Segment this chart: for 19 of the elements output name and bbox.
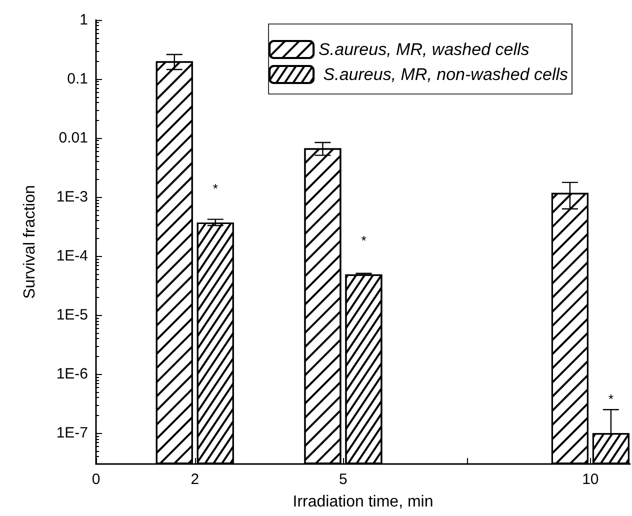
x-tick-label: 10 — [582, 471, 599, 488]
y-axis-title: Survival fraction — [22, 185, 38, 299]
y-tick-label: 1E-4 — [56, 248, 88, 265]
y-tick-label: 0.01 — [58, 130, 88, 147]
y-tick-label: 0.1 — [67, 70, 88, 88]
x-tick-label: 2 — [190, 471, 200, 488]
annotation: * — [361, 232, 366, 248]
y-tick-label: 1E-7 — [56, 424, 88, 442]
x-tick-label: 0 — [92, 471, 100, 488]
y-tick-label: 1E-3 — [56, 188, 88, 206]
legend-label: S.aureus, MR, non-washed cells — [318, 65, 568, 84]
y-tick-label: 1E-6 — [56, 366, 88, 383]
x-tick-label: 5 — [339, 471, 348, 488]
x-axis-title: Irradiation time, min — [292, 494, 434, 510]
legend-label: S.aureus, MR, washed cells — [318, 40, 530, 59]
y-tick-label: 1 — [80, 12, 88, 28]
annotation: * — [608, 392, 614, 407]
annotation: * — [212, 181, 218, 196]
y-tick-label: 1E-5 — [56, 306, 88, 324]
